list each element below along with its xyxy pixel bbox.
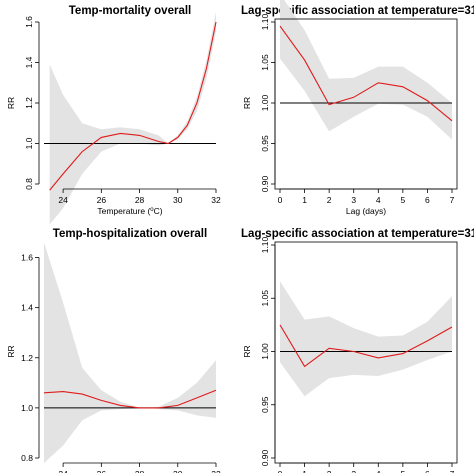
rr-series-line xyxy=(49,21,217,191)
chart-panel-3: Temp-hospitalization overall 24 26 28 30 32 0.… xyxy=(6,228,221,473)
x-tick-label: 6 xyxy=(425,195,430,205)
x-axis-label: Temperature (oC) xyxy=(97,206,162,216)
confidence-band xyxy=(44,242,216,463)
x-tick-label: 26 xyxy=(97,195,107,205)
y-tick-label: 0.90 xyxy=(260,449,270,466)
x-tick-label: 0 xyxy=(278,469,283,473)
x-tick-label: 1 xyxy=(302,469,307,473)
chart-title-text: Lag-specific association at temperature=… xyxy=(241,5,474,17)
rr-series-line xyxy=(279,25,453,122)
x-tick-label: 26 xyxy=(97,469,107,473)
chart-title: Temp-hospitalization overall xyxy=(53,228,207,240)
y-tick-label: 0.8 xyxy=(21,453,33,463)
x-tick-label: 4 xyxy=(376,195,381,205)
y-tick-label: 1.4 xyxy=(24,56,34,68)
y-axis-label: RR xyxy=(6,97,16,109)
y-tick-label: 1.10 xyxy=(260,13,270,30)
y-tick-label: 1.6 xyxy=(24,16,34,28)
chart-title: Lag-specific association at temperature=… xyxy=(241,5,474,17)
x-tick-label: 28 xyxy=(135,469,145,473)
y-axis-label: RR xyxy=(242,345,252,357)
y-axis-label: RR xyxy=(242,97,252,109)
x-tick-label: 7 xyxy=(450,469,455,473)
x-tick-label: 5 xyxy=(400,469,405,473)
chart-title-text: Lag-specific association at temperature=… xyxy=(241,228,474,240)
x-tick-label: 3 xyxy=(351,469,356,473)
chart-title: Temp-mortality overall xyxy=(69,5,192,17)
y-tick-label: 0.8 xyxy=(24,178,34,190)
plot-frame xyxy=(274,18,458,190)
x-tick-label: 32 xyxy=(211,469,221,473)
y-tick-label: 1.10 xyxy=(260,236,270,253)
y-tick-label: 0.90 xyxy=(260,175,270,192)
y-tick-label: 1.2 xyxy=(24,97,34,109)
x-tick-label: 30 xyxy=(173,195,183,205)
y-tick-label: 1.05 xyxy=(260,54,270,71)
x-tick-label: 1 xyxy=(302,195,307,205)
y-axis-label: RR xyxy=(6,345,16,357)
y-tick-label: 0.95 xyxy=(260,135,270,152)
x-axis-label-text: Lag (days) xyxy=(346,206,386,216)
x-tick-label: 5 xyxy=(400,195,405,205)
x-tick-label: 4 xyxy=(376,469,381,473)
plot-frame xyxy=(274,241,458,464)
y-tick-label: 1.4 xyxy=(21,303,33,313)
y-tick-label: 1.00 xyxy=(260,343,270,360)
chart-title: Lag-specific association at temperature=… xyxy=(241,228,474,240)
confidence-band xyxy=(280,0,452,140)
y-tick-label: 0.95 xyxy=(260,396,270,413)
confidence-band xyxy=(280,281,452,397)
x-axis-label: Lag (days) xyxy=(346,206,386,216)
x-axis-label-suffix: C) xyxy=(154,206,163,216)
y-tick-label: 1.05 xyxy=(260,290,270,307)
x-tick-label: 24 xyxy=(58,469,68,473)
rr-series-line xyxy=(279,324,453,368)
y-tick-label: 1.0 xyxy=(21,403,33,413)
chart-title-text: Temp-hospitalization overall xyxy=(53,228,207,240)
x-axis-label-text: Temperature ( xyxy=(97,206,150,216)
x-tick-label: 0 xyxy=(278,195,283,205)
x-tick-label: 3 xyxy=(351,195,356,205)
confidence-band xyxy=(49,11,217,225)
x-tick-label: 24 xyxy=(58,195,68,205)
chart-panel-2: Lag-specific association at temperature=… xyxy=(241,0,474,216)
x-axis-label-superscript: o xyxy=(150,207,154,213)
x-tick-label: 28 xyxy=(135,195,145,205)
x-tick-label: 32 xyxy=(211,195,221,205)
x-tick-label: 7 xyxy=(450,195,455,205)
y-tick-label: 1.2 xyxy=(21,353,33,363)
y-tick-label: 1.6 xyxy=(21,253,33,263)
rr-series-line xyxy=(43,389,217,409)
y-tick-label: 1.00 xyxy=(260,94,270,111)
chart-title-text: Temp-mortality overall xyxy=(69,5,192,17)
x-tick-label: 2 xyxy=(327,195,332,205)
chart-panel-1: Temp-mortality overall 24 26 28 30 32 0.8 1.0 1.… xyxy=(6,5,221,225)
x-tick-label: 2 xyxy=(327,469,332,473)
x-tick-label: 6 xyxy=(425,469,430,473)
y-tick-label: 1.0 xyxy=(24,137,34,149)
chart-panel-4: Lag-specific association at temperature=… xyxy=(241,228,474,473)
x-tick-label: 30 xyxy=(173,469,183,473)
